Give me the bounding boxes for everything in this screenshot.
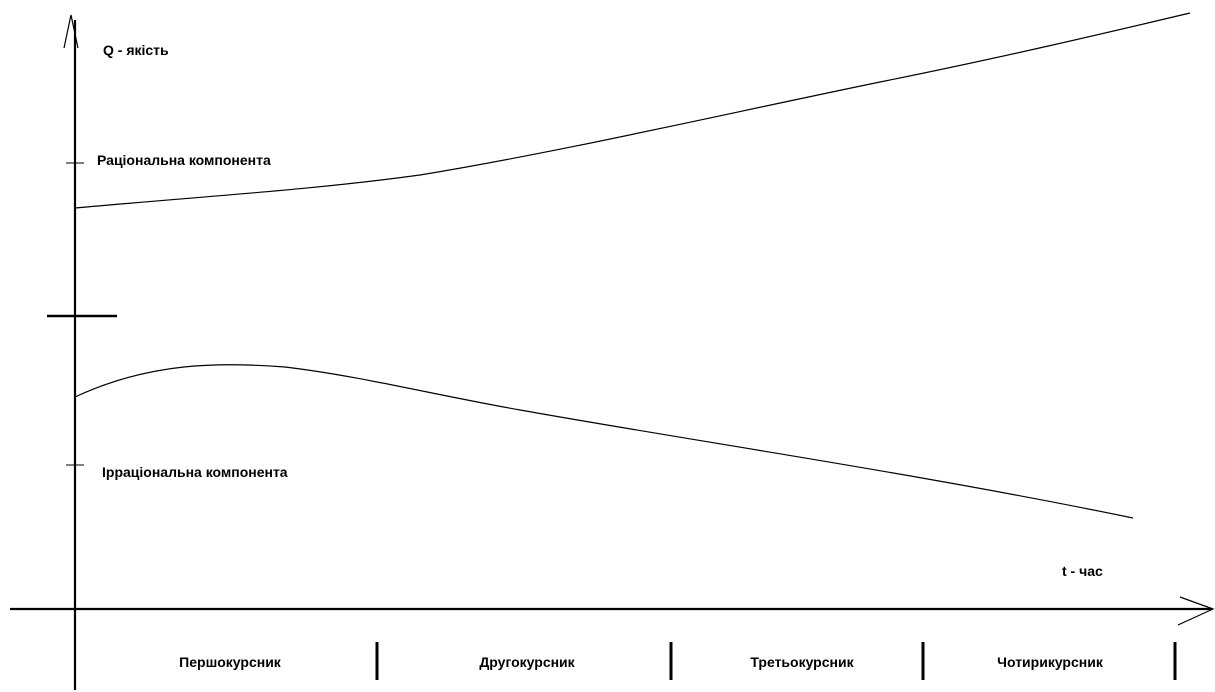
y-axis-label: Q - якість: [103, 42, 169, 58]
period-label-first-year: Першокурсник: [179, 654, 282, 670]
rational-component-label: Раціональна компонента: [97, 152, 271, 168]
y-axis-arrowhead: [63, 14, 79, 49]
rational-component-curve: [74, 12, 1191, 209]
irrational-component-curve: [74, 364, 1134, 519]
period-label-fourth-year: Чотирикурсник: [997, 654, 1104, 670]
x-axis-arrowhead: [1177, 596, 1215, 626]
period-label-third-year: Третьокурсник: [750, 654, 854, 670]
x-axis-label: t - час: [1062, 563, 1103, 579]
period-label-second-year: Другокурсник: [479, 654, 575, 670]
irrational-component-label: Ірраціональна компонента: [102, 464, 288, 480]
